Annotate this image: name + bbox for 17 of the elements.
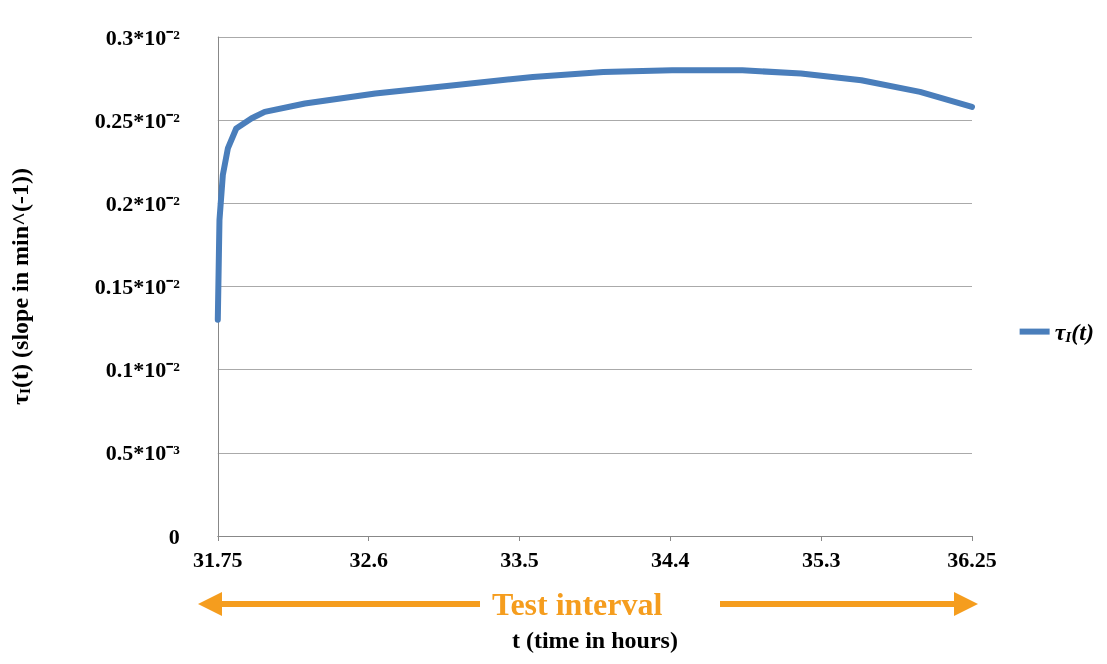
x-tick-label: 36.25 (947, 546, 997, 572)
legend-label: τI(t) (1054, 318, 1094, 345)
y-tick-label: 0.1*10⁻² (105, 357, 181, 383)
y-tick-label: 0.3*10⁻² (105, 24, 181, 50)
x-tick-label: 33.5 (500, 546, 539, 572)
y-tick-label: 0.25*10⁻² (94, 107, 181, 133)
y-tick-label: 0.15*10⁻² (94, 274, 181, 299)
y-axis-title: τI(t) (slope in min^(-1)) (7, 167, 34, 406)
x-tick-label: 34.4 (651, 546, 690, 572)
x-axis-title: t (time in hours) (511, 627, 678, 653)
x-tick-label: 32.6 (349, 546, 388, 572)
text: Test interval (492, 586, 663, 622)
y-tick-label: 0 (168, 523, 180, 549)
y-tick-label: 0.5*10⁻³ (105, 440, 181, 466)
x-tick-label: 35.3 (801, 546, 841, 572)
y-tick-label: 0.2*10⁻² (105, 190, 181, 216)
x-tick-label: 31.75 (193, 546, 243, 572)
